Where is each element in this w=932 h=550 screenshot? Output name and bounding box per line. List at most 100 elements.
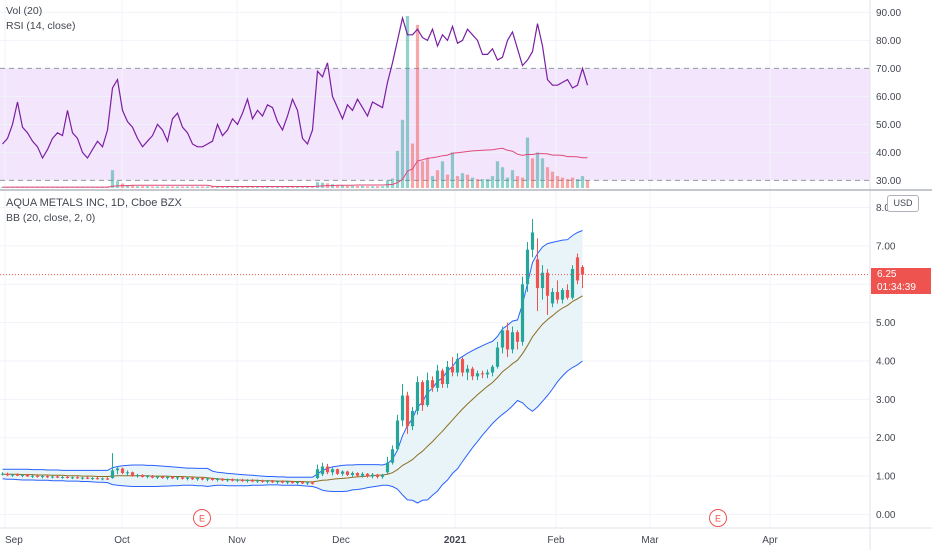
candle-body (105, 478, 110, 480)
candle-body (255, 480, 260, 482)
candle-body (60, 476, 65, 478)
volume-bar (380, 186, 385, 188)
time-tick-label: Oct (114, 535, 130, 546)
candle-body (175, 477, 180, 479)
volume-bar (515, 176, 520, 188)
candle-body (5, 473, 10, 476)
candle-body (215, 478, 220, 480)
volume-bar (140, 186, 145, 188)
candle-body (130, 472, 135, 477)
candle-body (575, 257, 580, 281)
volume-bar (305, 186, 310, 188)
volume-bar (115, 181, 120, 188)
candle-body (145, 475, 150, 477)
volume-bar (265, 186, 270, 188)
volume-bar (135, 186, 140, 188)
candle-body (115, 468, 120, 471)
price-axis-ticks[interactable]: 8.007.006.005.004.003.002.001.000.00 (876, 203, 896, 521)
volume-bar (420, 161, 425, 188)
candle-body (560, 290, 565, 300)
candle-body (380, 475, 385, 477)
volume-bar (415, 24, 420, 189)
price-tick-label: 5.00 (876, 318, 896, 329)
rsi-axis-ticks[interactable]: 90.00 80.00 70.00 60.00 50.00 40.00 30.00 (876, 8, 901, 187)
volume-bar (275, 186, 280, 188)
candle-body (195, 478, 200, 480)
price-tick-label: 8.00 (876, 203, 896, 214)
volume-bar (145, 186, 150, 188)
price-tick-label: 0.00 (876, 510, 896, 521)
candle-body (295, 481, 300, 484)
volume-bar (300, 186, 305, 188)
volume-bar (245, 186, 250, 188)
volume-bar (365, 186, 370, 188)
candle-body (35, 475, 40, 477)
candle-body (95, 478, 100, 480)
time-tick-label: 2021 (444, 535, 467, 546)
candle-body (530, 232, 535, 250)
volume-bar (130, 185, 135, 188)
candle-body (365, 473, 370, 477)
bb-indicator-label[interactable]: BB (20, close, 2, 0) (6, 212, 96, 224)
candle-body (270, 480, 275, 483)
candle-body (100, 478, 105, 480)
candle-body (495, 347, 500, 367)
candle-body (70, 477, 75, 479)
candle-body (20, 474, 25, 476)
volume-bar (315, 182, 320, 188)
candle-body (515, 332, 520, 342)
candle-body (15, 474, 20, 476)
symbol-title[interactable]: AQUA METALS INC, 1D, Cboe BZX (6, 197, 182, 209)
volume-bar (490, 176, 495, 188)
candle-body (420, 382, 425, 406)
rsi-tick-label: 70.00 (876, 64, 901, 75)
volume-bar (535, 152, 540, 188)
time-axis-ticks[interactable]: Sep Oct Nov Dec 2021 Feb Mar Apr (5, 535, 778, 546)
volume-bar (430, 176, 435, 188)
volume-bar (370, 186, 375, 188)
candle-body (275, 481, 280, 483)
vol-indicator-label[interactable]: Vol (20) (6, 5, 43, 17)
time-tick-label: Feb (547, 535, 565, 546)
volume-bar (350, 185, 355, 188)
time-tick-label: Sep (5, 535, 23, 546)
earnings-marker[interactable]: E (193, 509, 211, 527)
volume-bar (255, 186, 260, 188)
candle-body (230, 479, 235, 481)
volume-bar (125, 185, 130, 188)
candle-body (550, 291, 555, 304)
volume-bar (560, 177, 565, 188)
rsi-tick-label: 50.00 (876, 120, 901, 131)
candle-body (540, 272, 545, 289)
rsi-indicator-label[interactable]: RSI (14, close) (6, 20, 76, 32)
volume-bar (285, 186, 290, 188)
volume-bar (270, 186, 275, 188)
volume-bars (0, 16, 590, 189)
volume-bar (435, 170, 440, 188)
volume-bar (290, 186, 295, 188)
volume-bar (525, 137, 530, 188)
candle-body (360, 473, 365, 476)
candle-body (210, 478, 215, 480)
candle-body (160, 476, 165, 479)
volume-bar (580, 176, 585, 188)
rsi-tick-label: 60.00 (876, 92, 901, 103)
candle-body (150, 475, 155, 478)
earnings-marker[interactable]: E (709, 509, 727, 527)
candle-body (520, 284, 525, 342)
grid (0, 0, 870, 528)
candle-body (570, 268, 575, 298)
candle-body (580, 266, 585, 275)
volume-bar (230, 186, 235, 188)
volume-bar (460, 173, 465, 188)
volume-bar (495, 161, 500, 188)
volume-bar (335, 185, 340, 188)
candle-body (335, 469, 340, 474)
currency-badge[interactable]: USD (887, 195, 919, 212)
volume-bar (475, 179, 480, 188)
candle-body (25, 474, 30, 477)
candle-body (525, 249, 530, 285)
